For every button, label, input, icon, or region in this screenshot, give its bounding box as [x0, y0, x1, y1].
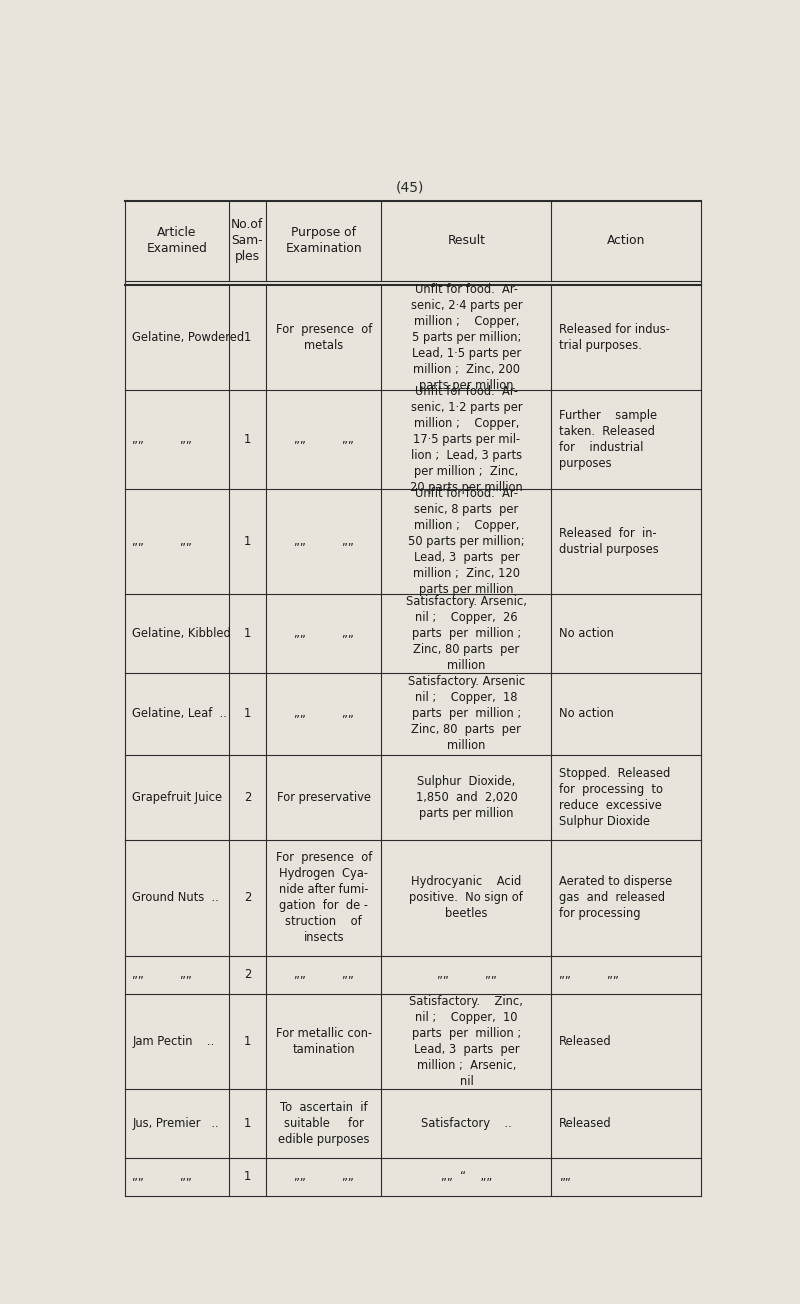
Text: „„          „„: „„ „„ — [294, 1170, 354, 1183]
Text: Released: Released — [559, 1035, 611, 1048]
Text: Gelatine, Leaf  ..: Gelatine, Leaf .. — [132, 707, 227, 720]
Text: 1: 1 — [244, 1118, 251, 1129]
Text: 1: 1 — [244, 707, 251, 720]
Text: Satisfactory. Arsenic,
nil ;    Copper,  26
parts  per  million ;
Zinc, 80 parts: Satisfactory. Arsenic, nil ; Copper, 26 … — [406, 595, 527, 672]
Text: „„          „„: „„ „„ — [132, 433, 192, 446]
Text: „„          „„: „„ „„ — [294, 433, 354, 446]
Text: „„          „„: „„ „„ — [294, 627, 354, 640]
Text: No action: No action — [559, 707, 614, 720]
Text: Jus, Premier   ..: Jus, Premier .. — [132, 1118, 219, 1129]
Text: Unfit for food.  Ar-
senic, 1·2 parts per
million ;    Copper,
17·5 parts per mi: Unfit for food. Ar- senic, 1·2 parts per… — [410, 385, 523, 494]
Text: 2: 2 — [244, 969, 251, 982]
Text: 2: 2 — [244, 792, 251, 805]
Text: 1: 1 — [244, 535, 251, 548]
Text: For  presence  of
Hydrogen  Cya-
nide after fumi-
gation  for  de -
struction   : For presence of Hydrogen Cya- nide after… — [275, 852, 372, 944]
Text: Gelatine, Kibbled: Gelatine, Kibbled — [132, 627, 231, 640]
Text: Action: Action — [607, 235, 646, 248]
Text: „„  “    „„: „„ “ „„ — [441, 1170, 492, 1183]
Text: Grapefruit Juice: Grapefruit Juice — [132, 792, 222, 805]
Text: 1: 1 — [244, 1170, 251, 1183]
Text: „„          „„: „„ „„ — [294, 969, 354, 982]
Text: Article
Examined: Article Examined — [146, 227, 207, 256]
Text: Released  for  in-
dustrial purposes: Released for in- dustrial purposes — [559, 527, 658, 556]
Text: „„          „„: „„ „„ — [559, 969, 618, 982]
Text: 1: 1 — [244, 627, 251, 640]
Text: „„          „„: „„ „„ — [437, 969, 496, 982]
Text: Sulphur  Dioxide,
1,850  and  2,020
parts per million: Sulphur Dioxide, 1,850 and 2,020 parts p… — [415, 775, 518, 820]
Text: Satisfactory. Arsenic
nil ;    Copper,  18
parts  per  million ;
Zinc, 80  parts: Satisfactory. Arsenic nil ; Copper, 18 p… — [408, 675, 525, 752]
Text: Further    sample
taken.  Released
for    industrial
purposes: Further sample taken. Released for indus… — [559, 409, 657, 471]
Text: „„          „„: „„ „„ — [294, 707, 354, 720]
Text: Hydrocyanic    Acid
positive.  No sign of
beetles: Hydrocyanic Acid positive. No sign of be… — [410, 875, 523, 921]
Text: Released for indus-
trial purposes.: Released for indus- trial purposes. — [559, 323, 670, 352]
Text: For preservative: For preservative — [277, 792, 370, 805]
Text: „„          „„: „„ „„ — [132, 1170, 192, 1183]
Text: Result: Result — [447, 235, 486, 248]
Text: No.of
Sam-
ples: No.of Sam- ples — [231, 218, 263, 263]
Text: 1: 1 — [244, 331, 251, 344]
Text: Satisfactory    ..: Satisfactory .. — [421, 1118, 512, 1129]
Text: For  presence  of
metals: For presence of metals — [275, 323, 372, 352]
Text: 2: 2 — [244, 892, 251, 905]
Text: Unfit for food.  Ar-
senic, 2·4 parts per
million ;    Copper,
5 parts per milli: Unfit for food. Ar- senic, 2·4 parts per… — [410, 283, 522, 393]
Text: „„          „„: „„ „„ — [294, 535, 354, 548]
Text: „„: „„ — [559, 1170, 570, 1183]
Text: Unfit for food.  Ar-
senic, 8 parts  per
million ;    Copper,
50 parts per milli: Unfit for food. Ar- senic, 8 parts per m… — [408, 488, 525, 596]
Text: (45): (45) — [396, 180, 424, 194]
Text: 1: 1 — [244, 433, 251, 446]
Text: 1: 1 — [244, 1035, 251, 1048]
Text: Stopped.  Released
for  processing  to
reduce  excessive
Sulphur Dioxide: Stopped. Released for processing to redu… — [559, 767, 670, 828]
Text: „„          „„: „„ „„ — [132, 969, 192, 982]
Text: To  ascertain  if
suitable     for
edible purposes: To ascertain if suitable for edible purp… — [278, 1101, 370, 1146]
Text: Gelatine, Powdered: Gelatine, Powdered — [132, 331, 244, 344]
Text: Released: Released — [559, 1118, 611, 1129]
Text: Ground Nuts  ..: Ground Nuts .. — [132, 892, 219, 905]
Text: Aerated to disperse
gas  and  released
for processing: Aerated to disperse gas and released for… — [559, 875, 672, 921]
Text: Jam Pectin    ..: Jam Pectin .. — [132, 1035, 214, 1048]
Text: „„          „„: „„ „„ — [132, 535, 192, 548]
Text: Purpose of
Examination: Purpose of Examination — [286, 227, 362, 256]
Text: For metallic con-
tamination: For metallic con- tamination — [276, 1028, 372, 1056]
Text: Satisfactory.    Zinc,
nil ;    Copper,  10
parts  per  million ;
Lead, 3  parts: Satisfactory. Zinc, nil ; Copper, 10 par… — [410, 995, 523, 1088]
Text: No action: No action — [559, 627, 614, 640]
